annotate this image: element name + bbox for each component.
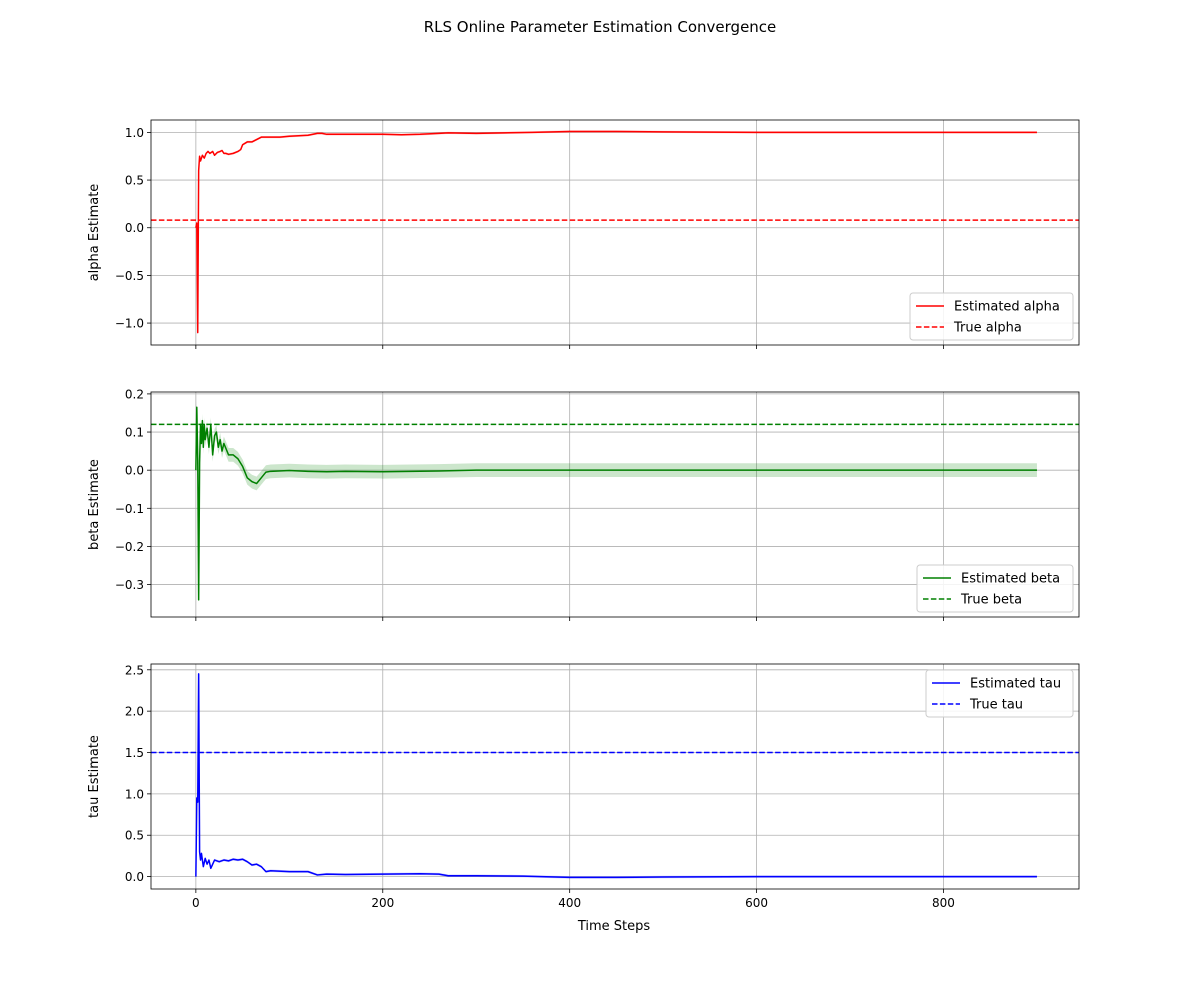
legend: Estimated tau True tau [925,669,1074,718]
figure-title: RLS Online Parameter Estimation Converge… [424,18,777,36]
legend-estimate-label: Estimated beta [961,572,1060,587]
legend-true-label: True beta [960,593,1022,608]
x-axis-label: Time Steps [577,919,651,934]
plot-area [151,130,1079,334]
legend-frame [925,669,1074,718]
x-tick-label: 200 [371,896,394,910]
x-tick-label: 600 [745,896,768,910]
estimated-series-line [195,673,1037,879]
subplot-1: −1.0 −0.5 0.0 0.5 1.0 alpha Estimate Estimated… [87,119,1080,349]
y-tick-label: 0.1 [125,426,144,440]
y-tick-label: 0.0 [125,221,144,235]
y-axis-label: tau Estimate [87,735,102,818]
y-axis-label: beta Estimate [87,459,102,550]
y-tick-label: −1.0 [115,317,144,331]
legend-frame [916,564,1074,613]
plot-area [151,672,1079,879]
x-tick-label: 400 [558,896,581,910]
y-tick-label: −0.1 [115,502,144,516]
x-tick-label: 800 [932,896,955,910]
legend: Estimated beta True beta [916,564,1074,613]
y-tick-label: 2.0 [125,705,144,719]
y-tick-label: 0.5 [125,174,144,188]
estimated-series-line [195,130,1037,334]
legend-frame [909,292,1074,341]
x-tick-label: 0 [192,896,200,910]
y-tick-label: 0.2 [125,387,144,401]
axes-frame [150,119,1080,346]
y-tick-label: 1.5 [125,746,144,760]
subplot-3: 0 200 400 600 800 0.0 0.5 1.0 1.5 2.0 2.5 tau Estim… [87,663,1080,910]
y-tick-label: 0.5 [125,829,144,843]
legend-estimate-label: Estimated tau [970,677,1061,692]
y-tick-label: 1.0 [125,126,144,140]
legend-true-label: True tau [969,698,1023,713]
y-tick-label: −0.5 [115,269,144,283]
y-tick-label: 2.5 [125,663,144,677]
y-axis-label: alpha Estimate [87,184,102,282]
legend-true-label: True alpha [953,321,1022,336]
legend: Estimated alpha True alpha [909,292,1074,341]
subplot-2: −0.3 −0.2 −0.1 0.0 0.1 0.2 beta Estimate Estima… [87,387,1080,621]
y-tick-label: −0.2 [115,540,144,554]
y-tick-label: −0.3 [115,578,144,592]
legend-estimate-label: Estimated alpha [954,300,1060,315]
plot-area [151,400,1079,607]
axes-frame [150,663,1080,890]
y-tick-label: 0.0 [125,464,144,478]
y-tick-label: 1.0 [125,787,144,801]
y-tick-label: 0.0 [125,870,144,884]
axes-frame [150,391,1080,618]
